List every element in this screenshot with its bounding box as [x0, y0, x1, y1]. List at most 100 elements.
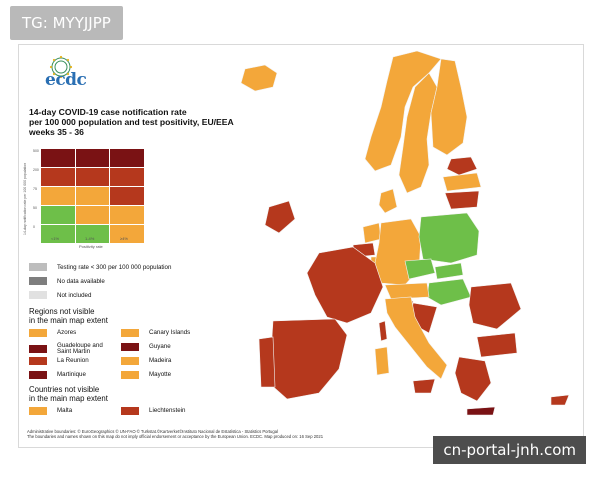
ecdc-logo-icon: [49, 55, 73, 79]
estonia: [446, 156, 478, 176]
matrix-y-axis-label: 14-day notification rate per 100 000 pop…: [23, 162, 27, 236]
europe-choropleth-map: [240, 50, 570, 416]
norway: [364, 50, 442, 172]
matrix-row: [41, 187, 145, 205]
legend-label: Guadeloupe and Saint Martin: [57, 342, 103, 355]
spain: [268, 318, 348, 400]
legend-swatch: [121, 329, 139, 337]
matrix-cell: [75, 225, 110, 243]
region-legend-item: La Reunion: [29, 357, 117, 365]
portugal: [258, 336, 276, 388]
region-legend-item: Guyane: [121, 343, 209, 351]
logo-wordmark: ecdc: [45, 70, 87, 90]
crete: [466, 406, 496, 416]
legend-swatch: [29, 277, 47, 285]
greece: [454, 356, 492, 402]
netherlands: [362, 222, 382, 244]
legend-swatch: [29, 291, 47, 299]
czechia: [404, 258, 436, 280]
matrix-x-tick: 1-4%: [85, 236, 95, 241]
legend-label: Martinique: [57, 371, 86, 378]
matrix-cell: [41, 225, 75, 243]
matrix-y-tick: 200: [33, 168, 39, 172]
legend-no-data: No data available: [29, 277, 105, 285]
matrix-cell: [75, 187, 110, 205]
legend-label: No data available: [57, 277, 105, 285]
latvia: [442, 172, 482, 192]
matrix-y-tick: 500: [33, 149, 39, 153]
title-line-3: weeks 35 - 36: [29, 127, 84, 137]
legend-label: Mayotte: [149, 371, 172, 378]
cyprus: [550, 394, 570, 406]
legend-swatch: [29, 407, 47, 415]
title-line-1: 14-day COVID-19 case notification rate: [29, 107, 187, 117]
matrix-cell: [75, 168, 110, 186]
romania: [468, 282, 522, 330]
matrix-row: [41, 225, 145, 243]
italy: [384, 296, 448, 380]
legend-swatch: [121, 371, 139, 379]
map-figure: ecdc 14-day COVID-19 case notification r…: [18, 44, 584, 448]
legend-testing-rate: Testing rate < 300 per 100 000 populatio…: [29, 263, 171, 271]
regions-heading-line-2: in the main map extent: [29, 316, 108, 325]
country-legend-item: Liechtenstein: [121, 407, 209, 415]
legend-label: Guyane: [149, 343, 171, 350]
bulgaria: [476, 332, 518, 358]
region-legend-item: Martinique: [29, 371, 117, 379]
legend-label: La Reunion: [57, 357, 89, 364]
matrix-cell: [41, 206, 75, 224]
sicily: [412, 378, 436, 394]
legend-label: Azores: [57, 329, 77, 336]
footer-line-1: Administrative boundaries: © EuroGeograp…: [27, 429, 278, 434]
legend-label: Canary Islands: [149, 329, 191, 336]
sweden: [398, 72, 438, 194]
matrix-row: [41, 206, 145, 224]
matrix-y-tick: 0: [33, 225, 35, 229]
matrix-cell: [75, 149, 110, 167]
matrix-x-axis-label: Positivity rate: [79, 244, 103, 249]
matrix-cell: [41, 168, 75, 186]
legend-label: Malta: [57, 407, 73, 414]
legend-matrix: [41, 149, 145, 259]
legend-swatch: [29, 371, 47, 379]
region-legend-item: Mayotte: [121, 371, 209, 379]
matrix-cell: [110, 225, 145, 243]
countries-heading-line-1: Countries not visible: [29, 385, 100, 394]
map-title: 14-day COVID-19 case notification rate p…: [29, 107, 259, 137]
iceland: [240, 64, 278, 92]
slovakia: [434, 262, 464, 280]
matrix-x-tick: <1%: [51, 236, 60, 241]
countries-heading-line-2: in the main map extent: [29, 394, 108, 403]
legend-label: Liechtenstein: [149, 407, 186, 414]
sardinia: [374, 346, 390, 376]
legend-not-included: Not included: [29, 291, 91, 299]
legend-label: Madeira: [149, 357, 172, 364]
footer-line-2: The boundaries and names shown on this m…: [27, 434, 324, 439]
matrix-cell: [41, 149, 75, 167]
country-legend-item: Malta: [29, 407, 117, 415]
watermark-label: cn-portal-jnh.com: [433, 436, 586, 464]
hungary: [426, 278, 472, 306]
matrix-cell: [110, 187, 145, 205]
region-legend-item: Canary Islands: [121, 329, 209, 337]
countries-heading: Countries not visible in the main map ex…: [29, 385, 108, 403]
austria: [384, 282, 430, 300]
region-legend-item: Guadeloupe and Saint Martin: [29, 342, 117, 355]
france: [306, 246, 384, 324]
matrix-cell: [41, 187, 75, 205]
matrix-y-tick: 50: [33, 206, 37, 210]
ireland: [264, 200, 296, 234]
regions-heading: Regions not visible in the main map exte…: [29, 307, 108, 325]
legend-swatch: [121, 357, 139, 365]
matrix-cell: [110, 206, 145, 224]
matrix-y-tick: 75: [33, 187, 37, 191]
legend-swatch: [121, 407, 139, 415]
legend-swatch: [29, 357, 47, 365]
title-line-2: per 100 000 population and test positivi…: [29, 117, 234, 127]
legend-swatch: [29, 263, 47, 271]
matrix-cell: [110, 149, 145, 167]
denmark: [378, 188, 398, 214]
poland: [418, 212, 480, 264]
legend-swatch: [29, 345, 47, 353]
legend-label: Testing rate < 300 per 100 000 populatio…: [57, 263, 172, 271]
